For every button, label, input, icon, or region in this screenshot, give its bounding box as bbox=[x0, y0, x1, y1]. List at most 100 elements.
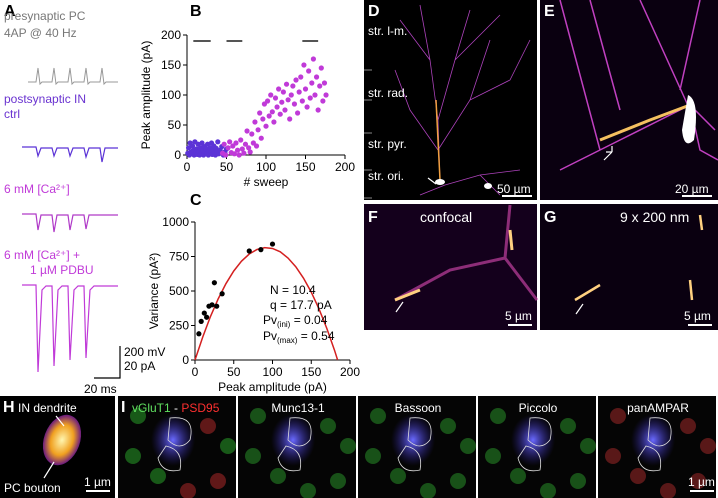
x-axis-label: Peak amplitude (pA) bbox=[218, 380, 327, 394]
point bbox=[304, 104, 310, 110]
y-axis-label: Variance (pA²) bbox=[147, 253, 161, 329]
signal bbox=[151, 414, 195, 466]
annotation-sub: (ini) bbox=[277, 320, 291, 329]
panel-letter: D bbox=[368, 3, 380, 20]
scale-bar bbox=[94, 346, 121, 379]
point bbox=[266, 113, 272, 119]
annotation-part: = 0.04 bbox=[290, 313, 327, 327]
arrow bbox=[43, 415, 65, 479]
channel-name: panAMPAR bbox=[627, 401, 689, 415]
arrow bbox=[427, 177, 437, 185]
point bbox=[293, 77, 299, 83]
point bbox=[317, 83, 323, 89]
scale-label: 1 µm bbox=[84, 475, 111, 489]
puncta bbox=[125, 448, 141, 464]
point bbox=[277, 111, 283, 117]
y-tick-label: 1000 bbox=[162, 215, 189, 229]
x-axis-label: # sweep bbox=[244, 175, 289, 189]
point bbox=[201, 310, 207, 316]
trace bbox=[22, 146, 118, 163]
puncta bbox=[180, 483, 196, 498]
puncta bbox=[330, 473, 346, 489]
trace bbox=[22, 213, 118, 233]
annotation: N = 10.4 bbox=[270, 283, 316, 297]
puncta bbox=[200, 418, 216, 434]
y-tick-label: 0 bbox=[182, 353, 189, 367]
puncta bbox=[130, 408, 146, 424]
puncta bbox=[510, 468, 526, 484]
point bbox=[196, 331, 202, 337]
puncta bbox=[570, 473, 586, 489]
panel-h: H IN dendrite PC bouton 1 µm bbox=[0, 396, 115, 498]
outline bbox=[517, 417, 552, 472]
scale-label: 1 µm bbox=[688, 475, 715, 489]
label: 1 µM PDBU bbox=[30, 263, 94, 277]
point bbox=[276, 86, 282, 92]
arrow bbox=[603, 146, 613, 161]
point bbox=[288, 92, 294, 98]
point bbox=[198, 318, 204, 324]
point bbox=[231, 151, 237, 157]
label: presynaptic PC bbox=[4, 9, 86, 23]
channel-name: PSD95 bbox=[181, 401, 219, 415]
bouton bbox=[394, 229, 514, 302]
point bbox=[274, 104, 280, 110]
dendrite bbox=[599, 103, 691, 142]
point bbox=[315, 107, 321, 113]
puncta bbox=[680, 418, 696, 434]
scale-label: 20 ms bbox=[84, 382, 117, 396]
x-tick-label: 0 bbox=[192, 365, 199, 379]
point bbox=[285, 97, 291, 103]
soma bbox=[682, 95, 696, 144]
point bbox=[301, 62, 307, 68]
outline bbox=[277, 417, 312, 472]
point bbox=[252, 119, 258, 125]
puncta bbox=[250, 408, 266, 424]
point bbox=[318, 65, 324, 71]
point bbox=[238, 137, 244, 143]
signal bbox=[511, 414, 555, 466]
point bbox=[253, 143, 260, 149]
point bbox=[247, 149, 253, 155]
outline bbox=[637, 417, 672, 472]
y-tick-label: 250 bbox=[169, 319, 189, 333]
annotation-part: Pv bbox=[263, 313, 277, 327]
signal bbox=[631, 414, 675, 466]
point bbox=[312, 92, 318, 98]
point bbox=[291, 101, 298, 107]
x-tick-label: 150 bbox=[301, 365, 321, 379]
panel-letter: H bbox=[3, 399, 15, 416]
y-tick-label: 50 bbox=[168, 118, 182, 132]
puncta bbox=[320, 418, 336, 434]
panel-a: presynaptic PC 4AP @ 40 Hz postsynaptic … bbox=[4, 9, 165, 396]
scale-label: 50 µm bbox=[497, 182, 531, 196]
puncta bbox=[540, 483, 556, 498]
point bbox=[239, 146, 245, 152]
point bbox=[279, 99, 285, 105]
panel-letter: G bbox=[544, 209, 556, 226]
y-tick-label: 0 bbox=[174, 148, 181, 162]
channel-label: panAMPAR bbox=[627, 401, 689, 415]
point bbox=[272, 95, 279, 101]
panel-f: F confocal 5 µm bbox=[364, 204, 539, 330]
x-tick-label: 200 bbox=[340, 365, 360, 379]
puncta bbox=[440, 418, 456, 434]
puncta bbox=[560, 418, 576, 434]
point bbox=[269, 109, 275, 115]
puncta bbox=[610, 408, 626, 424]
puncta bbox=[660, 483, 676, 498]
label: 6 mM [Ca²⁺] + bbox=[4, 248, 80, 262]
point bbox=[306, 68, 312, 74]
point bbox=[219, 291, 225, 297]
puncta bbox=[630, 468, 646, 484]
panel-letter: A bbox=[4, 3, 16, 20]
channel-label: Munc13-1 bbox=[271, 401, 325, 415]
panel-title: 9 x 200 nm bbox=[620, 209, 689, 225]
signal bbox=[391, 414, 435, 466]
point bbox=[233, 140, 239, 146]
layer-label: str. l-m. bbox=[368, 24, 407, 38]
x-tick-label: 100 bbox=[262, 365, 282, 379]
puncta bbox=[420, 483, 436, 498]
point bbox=[221, 141, 227, 147]
point bbox=[234, 147, 241, 153]
